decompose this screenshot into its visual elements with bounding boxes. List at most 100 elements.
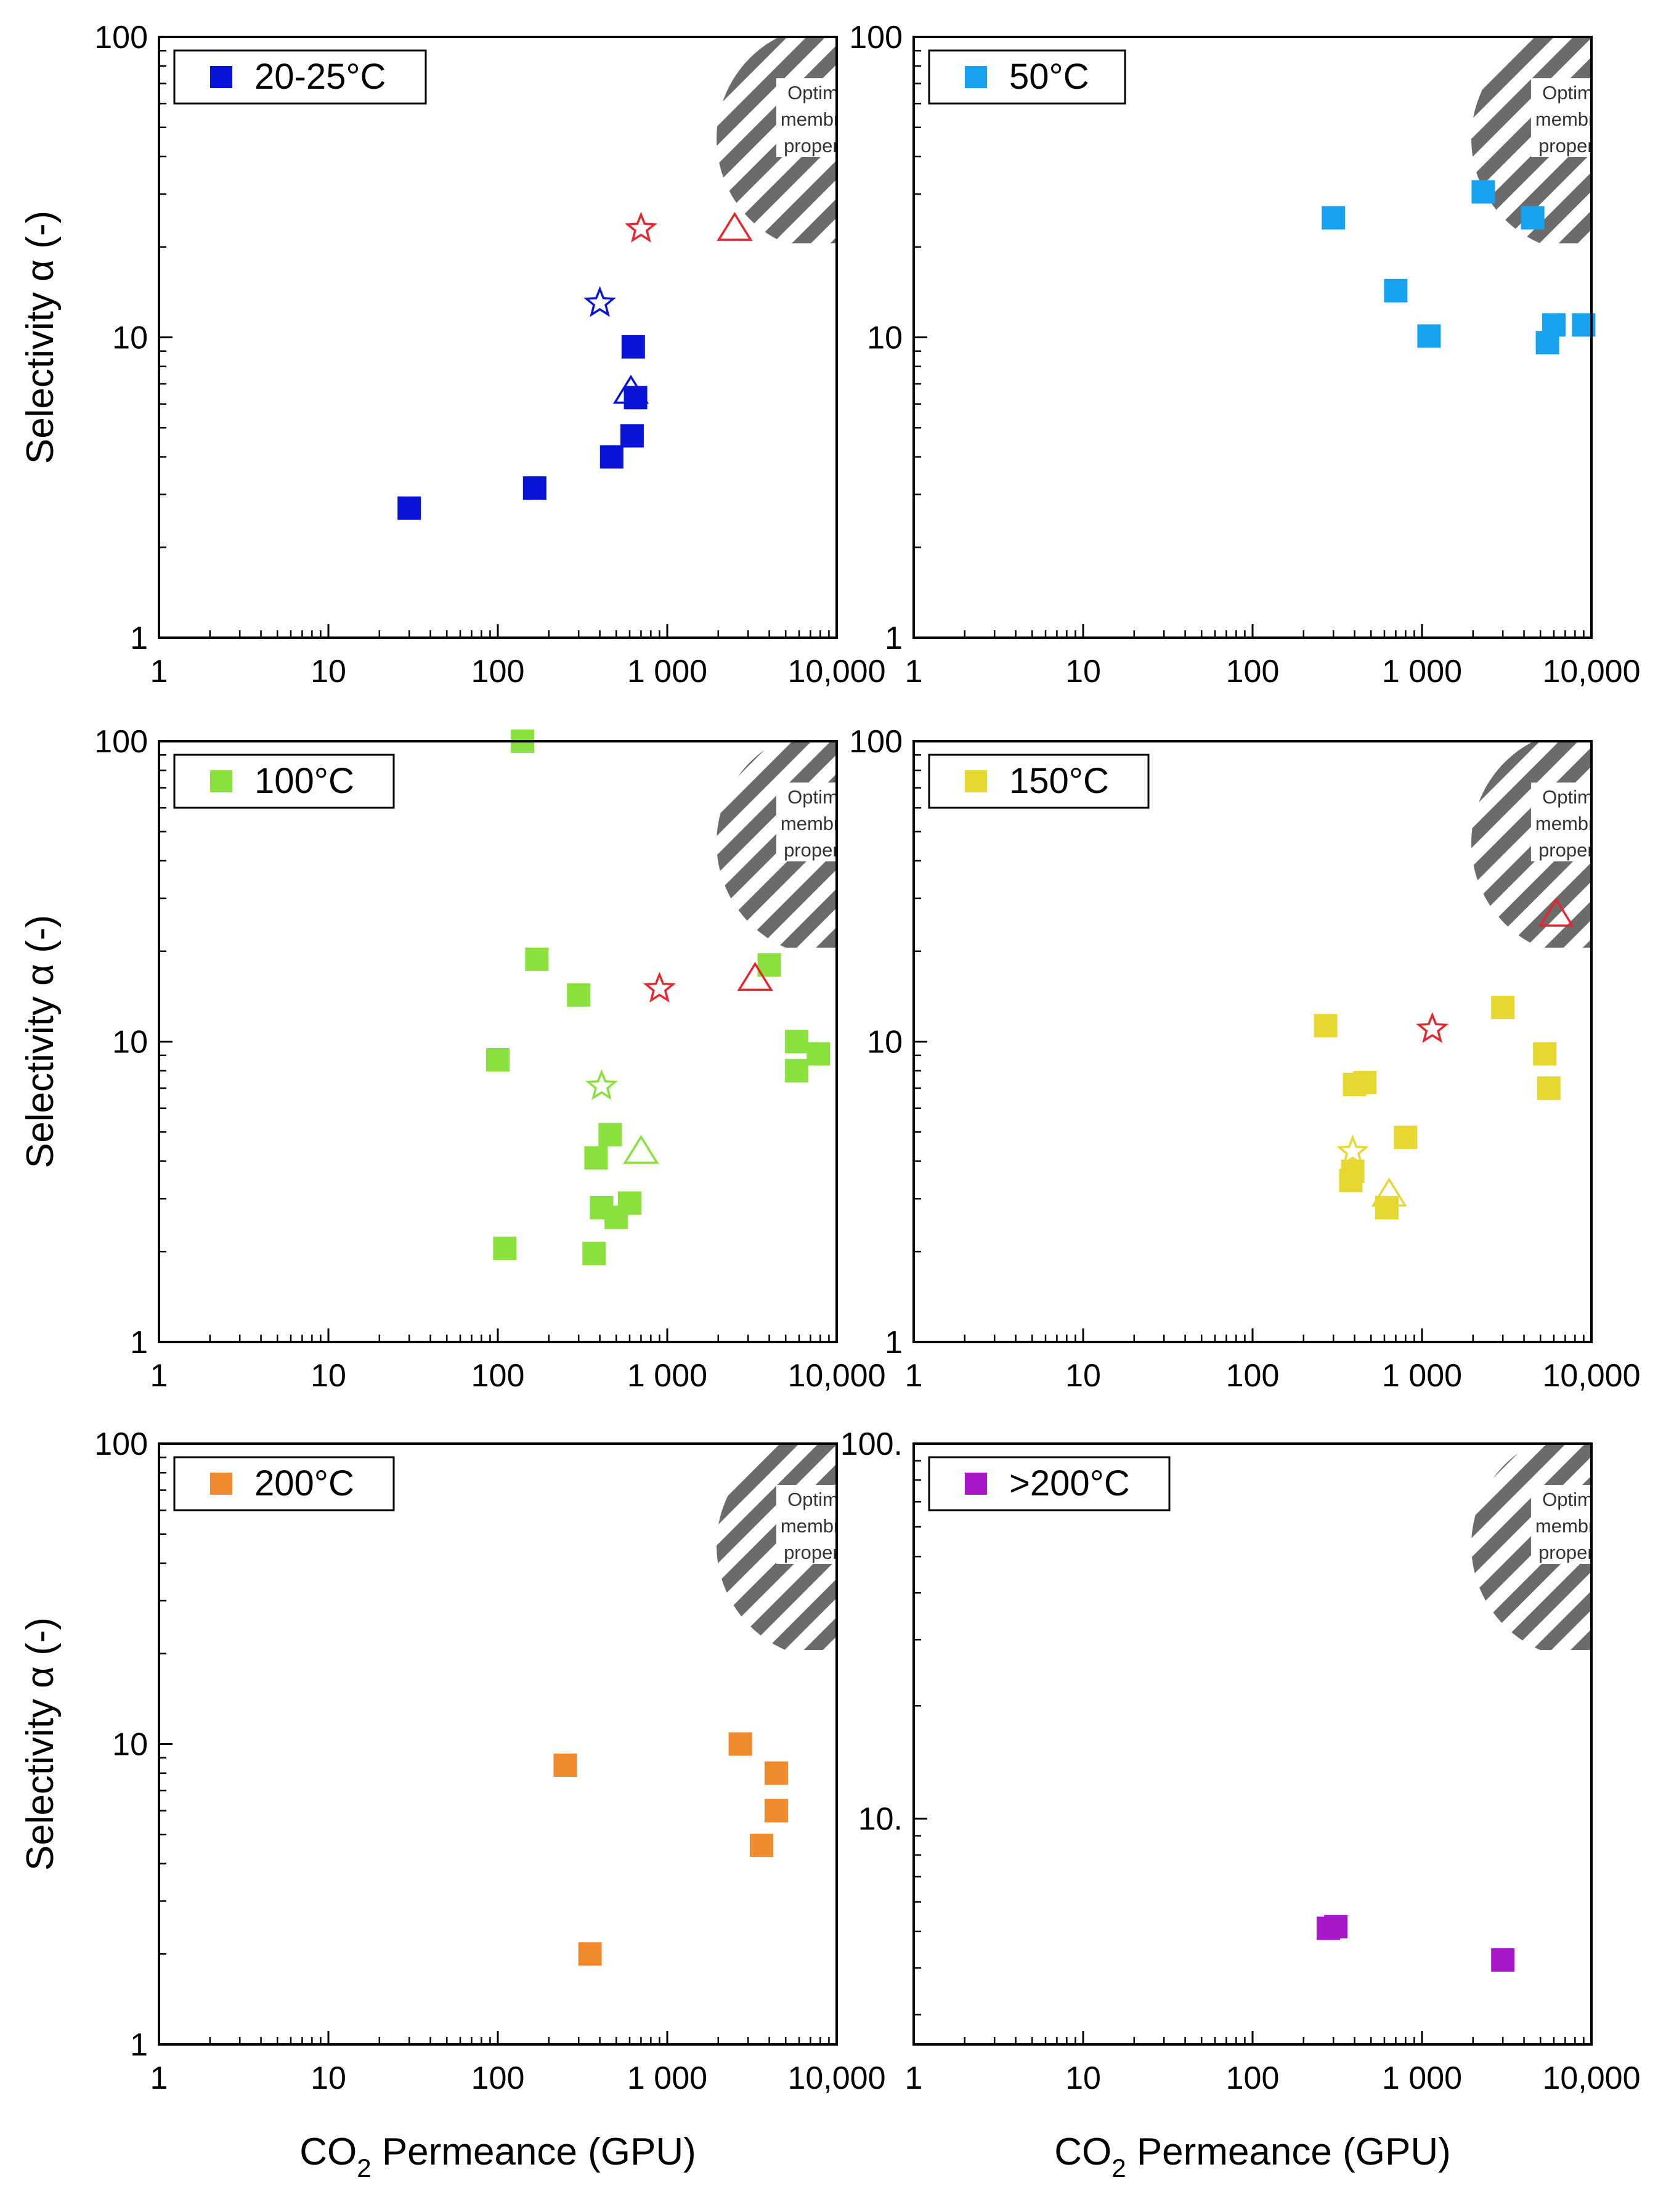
optimum-label-line: properties xyxy=(1538,839,1623,861)
data-point-square xyxy=(728,1732,752,1756)
data-point-square xyxy=(784,1030,808,1054)
x-tick-label: 1 xyxy=(150,2060,168,2096)
optimum-label-line: Optimum xyxy=(787,82,865,104)
data-point-square xyxy=(1353,1071,1377,1095)
data-point-square xyxy=(598,1123,622,1147)
legend-label: 20-25°C xyxy=(254,57,386,97)
y-tick-label: 10 xyxy=(112,1025,148,1060)
x-tick-label: 10 xyxy=(311,654,346,689)
x-tick-label: 10 xyxy=(1065,654,1101,689)
optimum-region: Optimum membrane properties xyxy=(717,741,872,948)
y-tick-label: 10. xyxy=(858,1802,903,1837)
data-point-square xyxy=(522,476,546,500)
optimum-label-bg xyxy=(776,1485,837,1564)
x-tick-label: 100 xyxy=(471,2060,525,2096)
y-tick-label: 100 xyxy=(94,724,148,760)
x-axis-title-subscript: 2 xyxy=(1111,2153,1126,2182)
y-tick-label: 100 xyxy=(94,1426,148,1462)
x-tick-label: 1 xyxy=(905,1358,923,1394)
y-tick-label: 10 xyxy=(867,1025,903,1060)
y-tick-label: 1 xyxy=(885,1325,903,1360)
panels-layer: Optimum membrane properties 1 10 100 1 000 10,0… xyxy=(19,20,1641,2182)
x-axis-title-suffix: Permeance (GPU) xyxy=(372,2131,696,2173)
legend-marker xyxy=(965,66,987,88)
data-point-square xyxy=(578,1942,602,1966)
x-tick-label: 1 xyxy=(905,654,923,689)
x-tick-label: 10,000 xyxy=(787,2060,885,2096)
data-point-square xyxy=(1542,313,1566,337)
data-point-square xyxy=(1533,1042,1557,1066)
data-point-triangle xyxy=(1538,897,1575,927)
data-point-star xyxy=(585,1069,618,1100)
y-axis-title: Selectivity α (-) xyxy=(19,915,62,1168)
data-point-square xyxy=(486,1047,510,1071)
data-point-square xyxy=(1521,206,1545,230)
optimum-label-bg xyxy=(1531,1485,1591,1564)
data-point-square xyxy=(1375,1196,1399,1220)
x-axis-title-subscript: 2 xyxy=(357,2153,371,2182)
data-point-star xyxy=(643,971,676,1003)
data-point-square xyxy=(620,424,644,448)
data-point-star xyxy=(583,286,616,317)
x-axis-title-prefix: CO xyxy=(1054,2131,1111,2173)
x-axis-title: CO2 Permeance (GPU) xyxy=(299,2131,696,2182)
data-point-triangle xyxy=(737,962,773,991)
legend-label: 100°C xyxy=(254,761,354,801)
y-tick-label: 100. xyxy=(840,1426,903,1462)
data-point-triangle xyxy=(1371,1177,1407,1207)
x-tick-label: 10,000 xyxy=(1542,2060,1640,2096)
y-tick-label: 10 xyxy=(867,320,903,356)
optimum-label-line: properties xyxy=(1538,1542,1623,1563)
optimum-label-line: Optimum xyxy=(1542,1489,1620,1510)
data-point-square xyxy=(553,1753,577,1777)
data-point-square xyxy=(1471,180,1495,204)
optimum-label-line: membrane xyxy=(781,813,872,834)
x-tick-label: 1 xyxy=(150,654,168,689)
x-tick-label: 1 000 xyxy=(1382,654,1462,689)
optimum-label-line: Optimum xyxy=(1542,82,1620,104)
data-point-star xyxy=(1416,1012,1449,1043)
optimum-label-line: Optimum xyxy=(787,786,865,808)
panel-6: Optimum membrane properties 1 10 100 1 000 10,0… xyxy=(840,1426,1641,2182)
data-point-square xyxy=(599,445,624,469)
legend-marker xyxy=(210,1473,232,1495)
y-tick-label: 10 xyxy=(112,1727,148,1763)
data-point-square xyxy=(617,1191,641,1215)
legend-marker xyxy=(210,66,232,88)
panel-1: Optimum membrane properties 1 10 100 1 000 10,0… xyxy=(19,20,886,689)
optimum-region: Optimum membrane properties xyxy=(1471,1444,1627,1650)
x-tick-label: 10,000 xyxy=(787,654,885,689)
data-point-square xyxy=(1394,1125,1418,1149)
x-tick-label: 10,000 xyxy=(1542,654,1640,689)
data-point-square xyxy=(807,1042,831,1066)
data-point-square xyxy=(397,496,421,520)
legend-marker xyxy=(210,770,232,792)
optimum-region: Optimum membrane properties xyxy=(1471,741,1623,948)
optimum-label-bg xyxy=(776,783,837,861)
y-axis-title: Selectivity α (-) xyxy=(19,1617,62,1871)
y-tick-label: 1 xyxy=(130,2027,148,2063)
data-point-square xyxy=(1314,1014,1338,1038)
optimum-label-line: membrane xyxy=(1535,1515,1627,1537)
x-tick-label: 1 000 xyxy=(627,1358,707,1394)
y-tick-label: 1 xyxy=(885,620,903,656)
x-tick-label: 1 000 xyxy=(627,2060,707,2096)
data-point-square xyxy=(1417,324,1441,348)
x-axis-title-prefix: CO xyxy=(299,2131,357,2173)
optimum-label-line: membrane xyxy=(1535,108,1627,130)
optimum-label-line: properties xyxy=(1538,135,1623,157)
x-tick-label: 10,000 xyxy=(1542,1358,1640,1394)
x-tick-label: 1 000 xyxy=(1382,2060,1462,2096)
y-tick-label: 100 xyxy=(849,724,903,760)
x-tick-label: 1 xyxy=(150,1358,168,1394)
panel-5: Optimum membrane properties 1 10 100 1 000 10,0… xyxy=(19,1426,886,2182)
optimum-label-line: Optimum xyxy=(1542,786,1620,808)
data-point-square xyxy=(525,947,549,971)
data-point-square xyxy=(1491,995,1515,1019)
data-point-star xyxy=(624,211,657,243)
y-axis-title: Selectivity α (-) xyxy=(19,211,62,464)
x-tick-label: 1 xyxy=(905,2060,923,2096)
optimum-region: Optimum membrane properties xyxy=(717,37,865,243)
data-point-square xyxy=(1324,1914,1348,1938)
data-point-square xyxy=(567,983,591,1007)
